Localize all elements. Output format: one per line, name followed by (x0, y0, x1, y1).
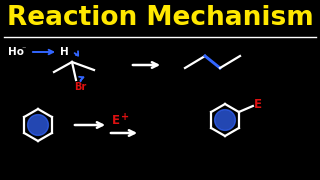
Text: E: E (112, 114, 120, 127)
Text: +: + (121, 112, 129, 122)
Text: E: E (254, 98, 262, 111)
Text: Ho: Ho (8, 47, 24, 57)
Text: Br: Br (74, 82, 86, 92)
Text: H: H (60, 47, 69, 57)
Polygon shape (28, 115, 48, 135)
Text: ⁻: ⁻ (21, 44, 25, 53)
Polygon shape (215, 110, 236, 130)
Text: Reaction Mechanism: Reaction Mechanism (7, 5, 313, 31)
